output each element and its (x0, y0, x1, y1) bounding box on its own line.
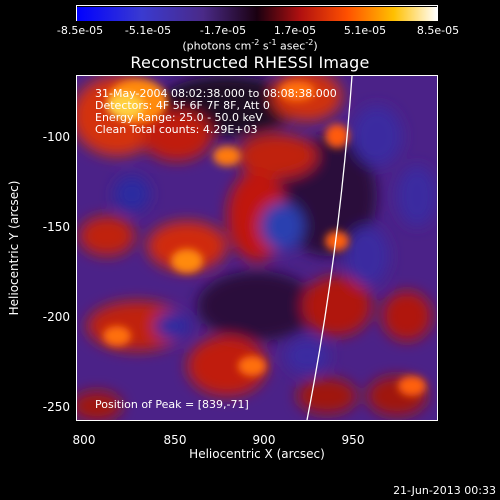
info-energy-range: Energy Range: 25.0 - 50.0 keV (95, 111, 263, 124)
info-counts: Clean Total counts: 4.29E+03 (95, 123, 258, 136)
colorbar-tick: -5.1e-05 (124, 24, 172, 37)
info-time-range: 31-May-2004 08:02:38.000 to 08:08:38.000 (95, 87, 337, 100)
x-tick-label: 850 (163, 433, 187, 447)
colorbar-tick: 5.1e-05 (343, 24, 387, 37)
y-tick-label: -200 (42, 310, 70, 324)
colorbar-tick: 1.7e-05 (273, 24, 317, 37)
colorbar (76, 5, 438, 21)
x-axis-label: Heliocentric X (arcsec) (189, 447, 325, 461)
rhessi-image (76, 75, 438, 421)
colorbar-tick: 8.5e-05 (416, 24, 460, 37)
heatmap-image (77, 76, 437, 420)
x-tick-label: 800 (72, 433, 96, 447)
y-axis-label: Heliocentric Y (arcsec) (7, 180, 21, 316)
timestamp: 21-Jun-2013 00:33 (393, 484, 496, 497)
x-tick-label: 950 (341, 433, 365, 447)
y-tick-label: -100 (42, 130, 70, 144)
peak-position: Position of Peak = [839,-71] (95, 398, 249, 411)
colorbar-gradient (77, 7, 437, 21)
colorbar-tick: -8.5e-05 (56, 24, 104, 37)
image-title: Reconstructed RHESSI Image (130, 53, 370, 72)
colorbar-tick: -1.7e-05 (199, 24, 247, 37)
x-tick-label: 900 (252, 433, 276, 447)
colorbar-units: (photons cm-2 s-1 asec-2) (182, 38, 318, 53)
y-tick-label: -150 (42, 220, 70, 234)
y-tick-label: -250 (42, 400, 70, 414)
info-detectors: Detectors: 4F 5F 6F 7F 8F, Att 0 (95, 99, 270, 112)
